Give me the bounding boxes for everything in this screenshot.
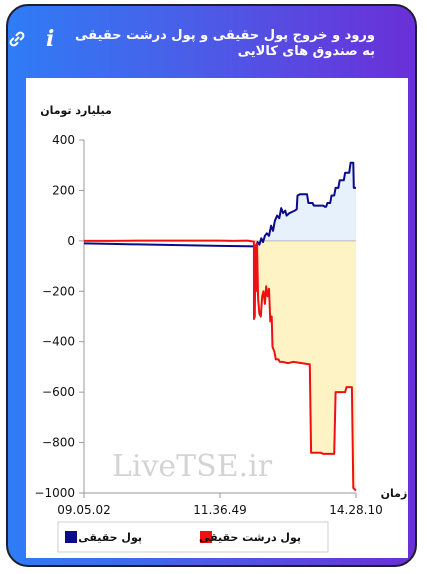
- series-area-0: [253, 162, 356, 249]
- legend-swatch-real: [65, 531, 77, 543]
- chart-card: i ورود و خروج پول حقیقی و پول درشت حقیقی…: [6, 4, 417, 567]
- link-icon[interactable]: [8, 30, 26, 48]
- y-tick-label: −1000: [34, 486, 75, 500]
- y-tick-label: −200: [42, 284, 75, 298]
- y-tick-label: 400: [52, 133, 75, 147]
- x-tick-label: 09.05.02: [57, 503, 110, 517]
- x-tick-label: 14.28.10: [329, 503, 382, 517]
- chart-panel: 400 200 0 −200 −400 −600 −800 −1000 09.05.02 11.3…: [26, 78, 408, 558]
- series-line-1: [84, 239, 357, 492]
- legend-swatch-big-real: [200, 531, 212, 543]
- info-icon[interactable]: i: [46, 26, 55, 52]
- y-axis-label: میلیارد تومان: [40, 104, 112, 117]
- legend: [57, 521, 329, 553]
- y-tick-label: −800: [42, 436, 75, 450]
- y-tick-label: −400: [42, 335, 75, 349]
- y-tick-label: −600: [42, 385, 75, 399]
- chart-svg: 400 200 0 −200 −400 −600 −800 −1000 09.05.02 11.3…: [34, 104, 408, 553]
- y-tick-label: 200: [52, 183, 75, 197]
- legend-label-real: پول حقیقی: [78, 531, 142, 544]
- chart-title: ورود و خروج پول حقیقی و پول درشت حقیقی ب…: [75, 28, 375, 59]
- watermark: LiveTSE.ir: [112, 449, 273, 484]
- card-header: i ورود و خروج پول حقیقی و پول درشت حقیقی…: [8, 6, 415, 74]
- y-tick-label: 0: [67, 234, 75, 248]
- x-axis-label: زمان: [381, 487, 408, 500]
- x-tick-label: 11.36.49: [193, 503, 246, 517]
- legend-label-big-real: پول درشت حقیقی: [199, 531, 301, 544]
- series-area-1: [253, 240, 356, 491]
